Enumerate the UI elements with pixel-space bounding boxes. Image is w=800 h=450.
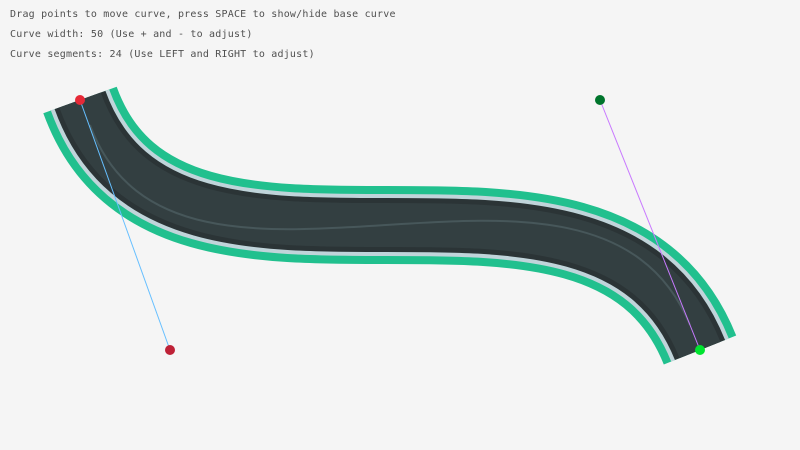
start-tangent-line bbox=[79, 99, 171, 351]
drag-hint-text: Drag points to move curve, press SPACE t… bbox=[10, 9, 396, 20]
road-center-line bbox=[89, 124, 691, 326]
start-point-handle[interactable] bbox=[75, 95, 85, 105]
curve-segments-text: Curve segments: 24 (Use LEFT and RIGHT t… bbox=[10, 49, 315, 60]
start-tangent-handle[interactable] bbox=[165, 345, 175, 355]
curve-width-text: Curve width: 50 (Use + and - to adjust) bbox=[10, 29, 253, 40]
end-tangent-line bbox=[599, 99, 701, 351]
end-point-handle[interactable] bbox=[695, 345, 705, 355]
end-tangent-handle[interactable] bbox=[595, 95, 605, 105]
